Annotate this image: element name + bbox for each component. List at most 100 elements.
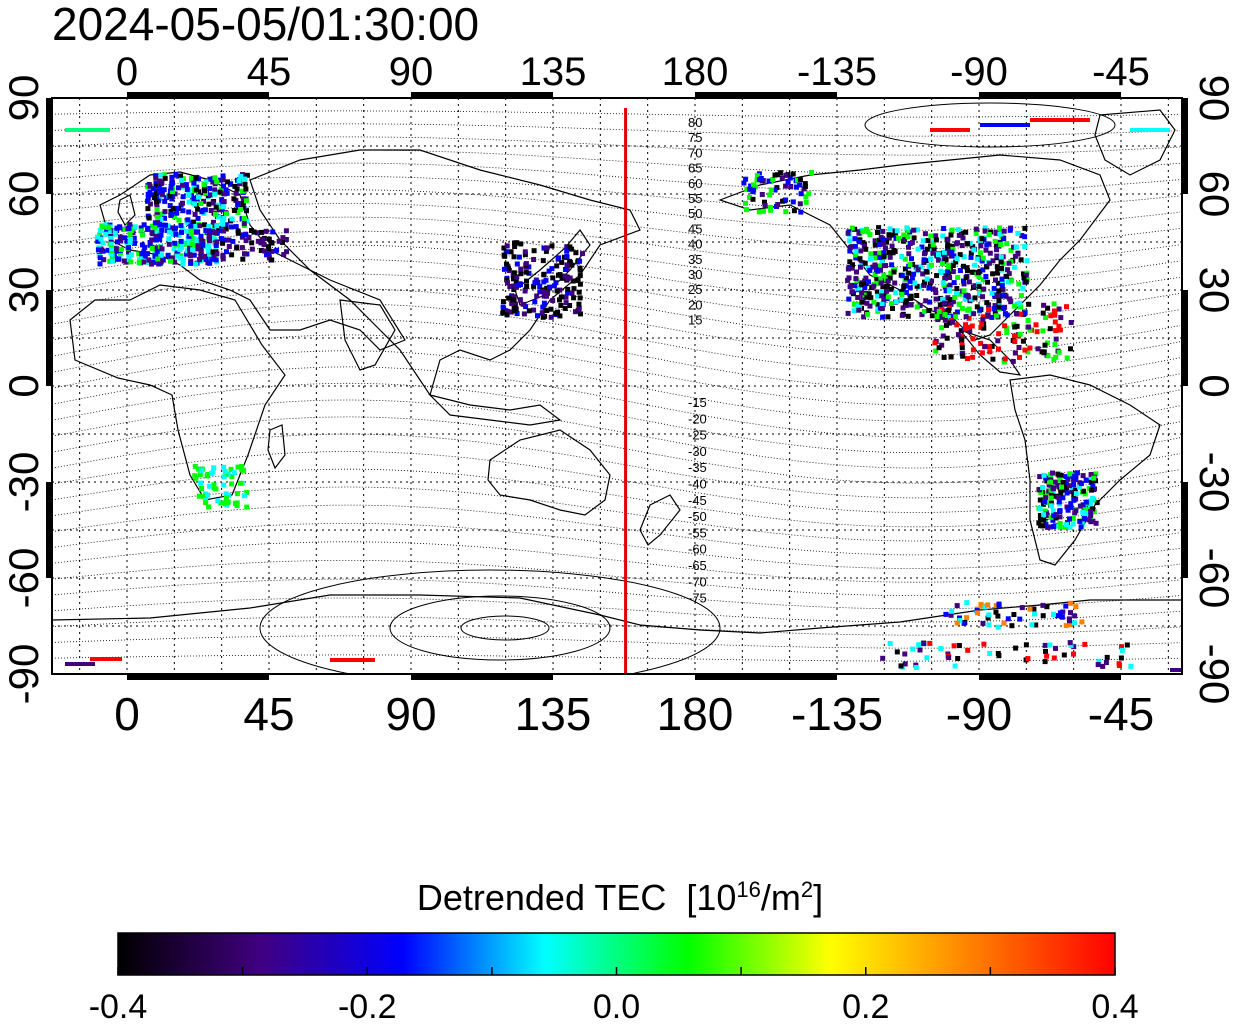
tec-sample xyxy=(877,254,883,260)
tec-sample xyxy=(571,295,577,301)
tec-sample xyxy=(244,172,250,178)
tec-sample xyxy=(881,272,887,278)
tec-sample xyxy=(1021,275,1027,281)
tec-sample xyxy=(1031,606,1037,612)
tec-sample xyxy=(1053,336,1059,342)
tec-sample xyxy=(231,196,237,202)
tec-sample xyxy=(100,224,106,230)
tec-sample xyxy=(768,207,774,213)
tec-sample xyxy=(1030,118,1090,122)
contour-pole-loop xyxy=(460,615,550,641)
contour-label: 25 xyxy=(688,282,702,297)
tec-sample xyxy=(172,225,178,231)
tec-sample xyxy=(949,227,955,233)
tec-sample xyxy=(185,217,191,223)
tec-sample xyxy=(981,286,987,292)
tec-sample xyxy=(236,178,242,184)
tec-sample xyxy=(212,191,218,197)
tec-sample xyxy=(766,178,772,184)
lon-label-bottom: 180 xyxy=(657,688,734,740)
tec-sample xyxy=(540,289,546,294)
tec-sample xyxy=(509,301,515,307)
colorbar-tick-label: 0.2 xyxy=(842,988,889,1024)
tec-sample xyxy=(221,464,227,470)
tec-sample xyxy=(906,244,911,250)
tec-sample xyxy=(994,247,999,253)
tec-sample xyxy=(992,309,998,315)
tec-sample xyxy=(266,251,272,257)
tec-sample xyxy=(149,246,155,251)
lon-label-bottom: 90 xyxy=(385,688,436,740)
tec-sample xyxy=(516,254,522,260)
tec-sample xyxy=(577,281,583,287)
tec-sample xyxy=(1018,304,1024,310)
tec-sample xyxy=(152,225,158,231)
tec-sample xyxy=(1022,225,1028,231)
tec-sample xyxy=(1044,653,1050,659)
tec-sample xyxy=(954,603,960,609)
tec-sample xyxy=(543,248,549,254)
tec-sample xyxy=(1119,644,1124,650)
tec-sample xyxy=(192,201,198,207)
tec-sample xyxy=(211,230,217,235)
tec-sample xyxy=(263,228,269,234)
tec-sample xyxy=(899,254,905,259)
tec-sample xyxy=(974,256,980,262)
tec-sample xyxy=(554,288,560,294)
tec-sample xyxy=(180,208,186,214)
tec-sample xyxy=(171,246,177,252)
tec-sample xyxy=(995,613,1001,619)
tec-sample xyxy=(951,643,957,649)
tec-sample xyxy=(186,241,192,246)
tec-sample xyxy=(954,309,960,315)
contour-mlat xyxy=(52,616,1181,636)
tec-sample xyxy=(1067,483,1072,489)
tec-sample xyxy=(989,290,995,296)
tec-sample xyxy=(1104,654,1110,660)
tec-sample xyxy=(914,304,920,310)
tec-sample xyxy=(234,491,240,497)
tec-sample xyxy=(873,251,879,257)
tec-sample xyxy=(215,214,221,220)
tec-sample xyxy=(100,240,106,246)
contour-label: -30 xyxy=(688,444,707,459)
tec-sample xyxy=(1078,481,1084,487)
tec-sample xyxy=(1057,524,1063,530)
tec-sample xyxy=(1029,622,1035,628)
tec-sample xyxy=(917,303,923,308)
tec-sample xyxy=(1004,330,1010,335)
tec-sample xyxy=(500,310,506,316)
tec-sample xyxy=(996,331,1002,337)
tec-sample xyxy=(1056,499,1062,505)
tec-sample xyxy=(894,649,900,655)
tec-sample xyxy=(962,296,968,302)
tec-sample xyxy=(577,267,583,273)
tec-sample xyxy=(856,230,862,236)
tec-sample xyxy=(226,492,231,498)
tec-sample xyxy=(1100,663,1106,669)
tec-sample xyxy=(562,305,568,311)
tec-sample xyxy=(523,269,529,275)
tec-sample xyxy=(857,264,863,270)
tec-sample xyxy=(127,239,133,245)
tec-sample xyxy=(998,254,1004,260)
tec-sample xyxy=(1050,485,1056,491)
tec-sample xyxy=(1011,244,1017,250)
tec-sample xyxy=(874,289,880,295)
tec-sample xyxy=(213,257,219,263)
tec-sample xyxy=(1016,345,1022,350)
tec-sample xyxy=(168,258,173,264)
tec-sample xyxy=(187,245,193,251)
tec-sample xyxy=(226,244,232,249)
tec-sample xyxy=(1019,233,1025,239)
tec-sample xyxy=(879,306,885,312)
tec-sample xyxy=(1073,491,1079,497)
tec-sample xyxy=(938,646,944,651)
tec-sample xyxy=(258,248,264,253)
tec-sample xyxy=(947,297,953,302)
tec-sample xyxy=(971,247,977,253)
tec-sample xyxy=(206,243,212,249)
lon-label-bottom: -135 xyxy=(791,688,883,740)
tec-sample xyxy=(1001,305,1007,311)
tec-sample xyxy=(243,238,249,244)
